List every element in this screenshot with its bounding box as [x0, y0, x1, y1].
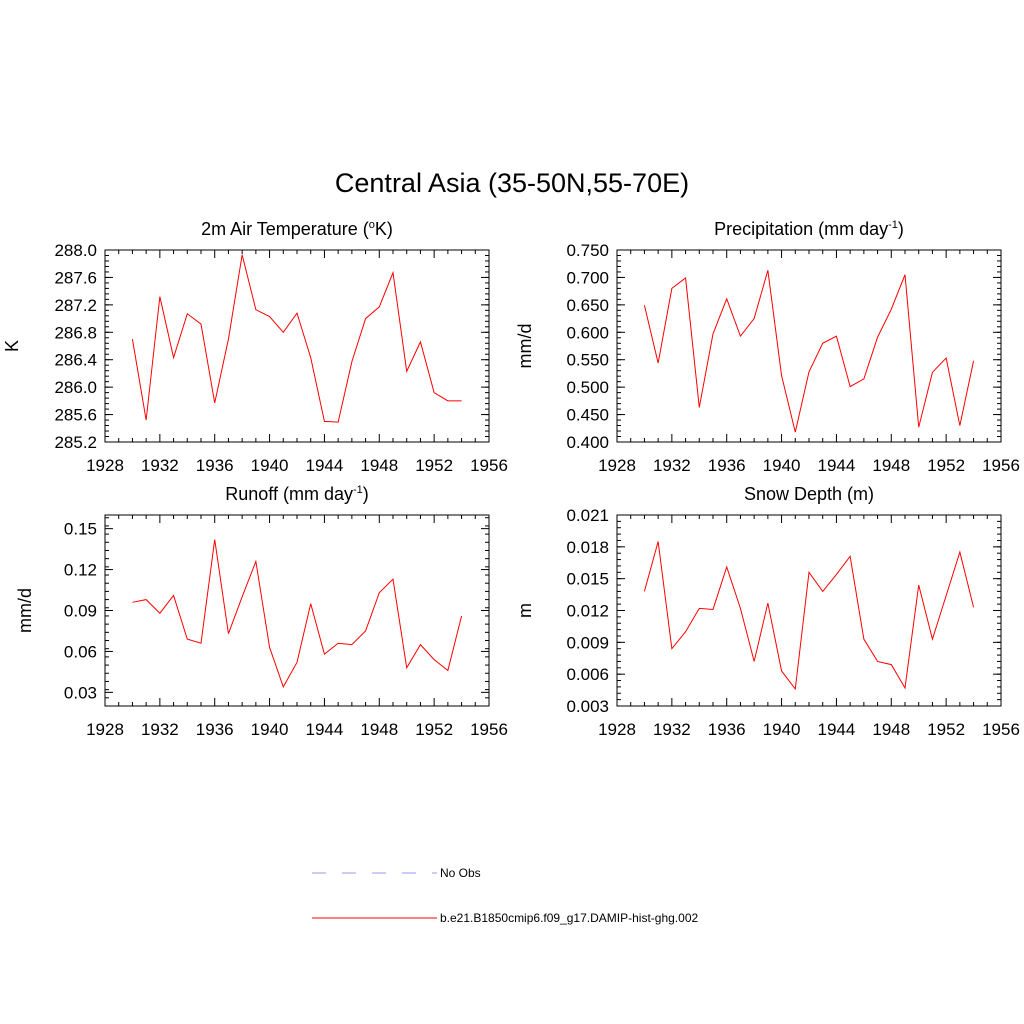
y-tick-label: 0.003: [566, 697, 609, 716]
panel-title-superscript: -1: [352, 484, 363, 496]
x-tick-label: 1936: [708, 720, 746, 739]
x-tick-label: 1944: [306, 720, 344, 739]
x-tick-label: 1944: [818, 720, 856, 739]
legend-label-model: b.e21.B1850cmip6.f09_g17.DAMIP-hist-ghg.…: [440, 911, 699, 925]
y-tick-label: 0.03: [64, 683, 97, 702]
figure-title: Central Asia (35-50N,55-70E): [334, 168, 690, 198]
x-tick-label: 1936: [708, 456, 746, 475]
x-tick-label: 1940: [251, 456, 289, 475]
y-tick-label: 0.700: [566, 268, 609, 287]
panel-3: 1928 1932 1936 1940 1944 1948 1952 1956 0.003 0.0…: [515, 506, 1020, 739]
y-tick-label: 0.015: [566, 570, 609, 589]
x-tick-label: 1928: [598, 720, 636, 739]
y-tick-label: 286.8: [54, 323, 97, 342]
x-tick-label: 1932: [653, 720, 691, 739]
panel-title: Runoff (mm day-1): [105, 484, 489, 505]
panel-title-superscript: o: [368, 219, 375, 231]
x-tick-label: 1956: [982, 720, 1020, 739]
x-tick-label: 1956: [470, 720, 508, 739]
y-tick-label: 0.400: [566, 433, 609, 452]
x-tick-label: 1928: [86, 456, 124, 475]
y-tick-label: 286.0: [54, 378, 97, 397]
y-axis-label: m: [515, 603, 535, 618]
x-tick-label: 1948: [872, 456, 910, 475]
panel-title-text: Precipitation (mm day: [714, 219, 889, 239]
y-tick-label: 0.018: [566, 538, 609, 557]
y-axis-label: mm/d: [515, 324, 535, 369]
y-tick-label: 0.450: [566, 406, 609, 425]
panel-1: 1928 1932 1936 1940 1944 1948 1952 1956 0.400 0.4…: [515, 241, 1020, 475]
panel-title-suffix: K): [374, 219, 393, 239]
x-tick-label: 1940: [763, 720, 801, 739]
x-tick-label: 1940: [251, 720, 289, 739]
y-tick-label: 0.750: [566, 241, 609, 260]
x-tick-label: 1956: [982, 456, 1020, 475]
y-tick-label: 285.6: [54, 406, 97, 425]
x-tick-label: 1944: [306, 456, 344, 475]
panel-title-superscript: -1: [888, 219, 898, 231]
x-tick-label: 1944: [818, 456, 856, 475]
x-tick-label: 1948: [360, 720, 398, 739]
panel-0: 1928 1932 1936 1940 1944 1948 1952 1956 285.2 285…: [2, 241, 508, 475]
x-tick-label: 1928: [598, 456, 636, 475]
y-tick-label: 0.09: [64, 602, 97, 621]
panel-title-text: 2m Air Temperature (: [201, 219, 369, 239]
x-tick-label: 1928: [86, 720, 124, 739]
x-tick-label: 1952: [415, 720, 453, 739]
y-tick-label: 287.2: [54, 296, 97, 315]
y-axis-label: mm/d: [15, 588, 35, 633]
y-tick-label: 0.021: [566, 506, 609, 525]
y-tick-label: 0.012: [566, 602, 609, 621]
y-tick-label: 0.600: [566, 323, 609, 342]
panel-title: Snow Depth (m): [617, 484, 1001, 505]
y-tick-label: 0.006: [566, 665, 609, 684]
x-tick-label: 1956: [470, 456, 508, 475]
x-tick-label: 1948: [360, 456, 398, 475]
panel-title: Precipitation (mm day-1): [617, 219, 1001, 240]
x-tick-label: 1952: [927, 456, 965, 475]
x-tick-label: 1932: [653, 456, 691, 475]
x-tick-label: 1952: [415, 456, 453, 475]
y-tick-label: 285.2: [54, 433, 97, 452]
y-tick-label: 0.12: [64, 561, 97, 580]
y-tick-label: 0.550: [566, 351, 609, 370]
y-tick-label: 287.6: [54, 268, 97, 287]
panel-title-text: Snow Depth (m): [743, 484, 875, 504]
y-tick-label: 0.009: [566, 633, 609, 652]
x-tick-label: 1932: [141, 456, 179, 475]
y-tick-label: 288.0: [54, 241, 97, 260]
legend-label-no-obs: No Obs: [440, 866, 481, 880]
panel-2: 1928 1932 1936 1940 1944 1948 1952 1956 0.03 0.06…: [15, 514, 508, 739]
panel-title-suffix: ): [897, 219, 904, 239]
panel-title-suffix: ): [362, 484, 369, 504]
x-tick-label: 1952: [927, 720, 965, 739]
y-tick-label: 0.06: [64, 642, 97, 661]
y-tick-label: 0.500: [566, 378, 609, 397]
y-tick-label: 0.15: [64, 520, 97, 539]
y-tick-label: 286.4: [54, 351, 97, 370]
panel-title: 2m Air Temperature (oK): [105, 219, 489, 240]
x-tick-label: 1936: [196, 456, 234, 475]
panel-title-text: Runoff (mm day: [225, 484, 353, 504]
y-tick-label: 0.650: [566, 296, 609, 315]
x-tick-label: 1940: [763, 456, 801, 475]
x-tick-label: 1936: [196, 720, 234, 739]
x-tick-label: 1948: [872, 720, 910, 739]
y-axis-label: K: [2, 340, 22, 352]
x-tick-label: 1932: [141, 720, 179, 739]
